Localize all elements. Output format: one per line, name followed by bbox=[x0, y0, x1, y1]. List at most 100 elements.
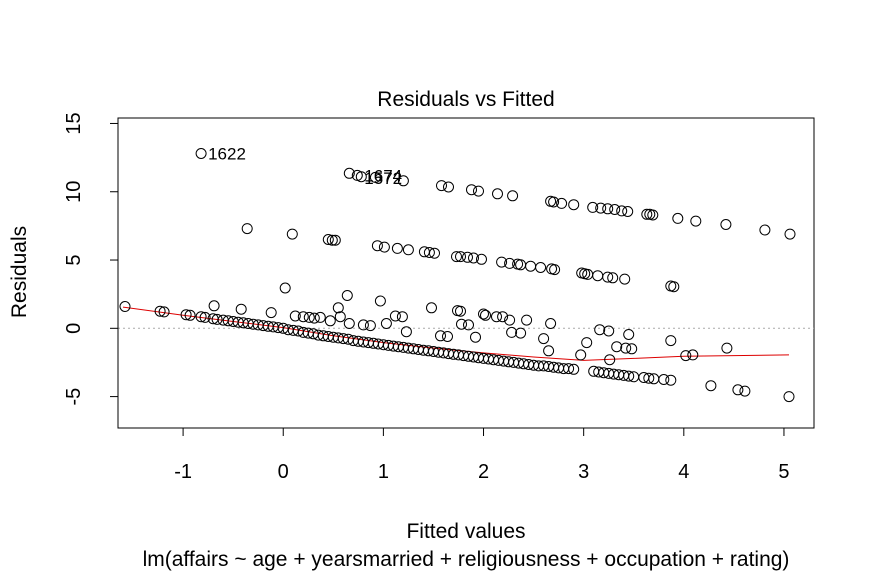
residual-point bbox=[303, 311, 315, 323]
residual-point bbox=[616, 205, 628, 217]
residual-point bbox=[609, 204, 621, 215]
residual-point bbox=[463, 319, 474, 331]
residual-point bbox=[587, 201, 599, 213]
y-tick-label: 0 bbox=[63, 323, 85, 334]
residual-point bbox=[436, 180, 447, 192]
residual-point bbox=[492, 188, 503, 200]
residual-point bbox=[374, 295, 386, 307]
residual-point bbox=[643, 372, 655, 384]
residual-point bbox=[158, 306, 170, 318]
residual-point bbox=[568, 199, 580, 211]
residual-point bbox=[594, 324, 606, 336]
residual-point bbox=[380, 318, 392, 329]
residual-point bbox=[720, 219, 732, 230]
y-axis-label: Residuals bbox=[8, 226, 31, 318]
residual-point bbox=[480, 309, 491, 321]
x-axis-label: Fitted values bbox=[406, 520, 525, 543]
residual-point bbox=[568, 363, 580, 375]
residual-point bbox=[545, 318, 557, 329]
residual-point bbox=[468, 252, 479, 264]
residual-point bbox=[784, 228, 796, 240]
y-tick-label: 5 bbox=[63, 254, 85, 265]
residual-point bbox=[549, 264, 561, 276]
residual-point bbox=[491, 311, 502, 323]
smooth-trend-line bbox=[122, 306, 790, 361]
residual-point bbox=[515, 327, 527, 339]
residual-point bbox=[623, 370, 635, 382]
residual-point bbox=[184, 309, 196, 321]
residual-point bbox=[357, 319, 369, 331]
residual-point bbox=[462, 251, 473, 263]
residual-point bbox=[739, 385, 751, 397]
residual-point bbox=[324, 315, 336, 327]
residual-point bbox=[322, 234, 334, 245]
residual-point bbox=[343, 318, 355, 329]
plot-frame bbox=[117, 117, 815, 429]
residual-point bbox=[668, 281, 680, 293]
residual-point bbox=[297, 311, 309, 323]
residual-point bbox=[396, 311, 408, 323]
residual-point bbox=[783, 391, 795, 403]
residual-point bbox=[195, 148, 207, 159]
residual-point bbox=[680, 350, 692, 362]
residual-point bbox=[478, 308, 489, 320]
residual-point bbox=[332, 302, 344, 314]
residual-point bbox=[538, 333, 550, 345]
residual-point bbox=[665, 374, 677, 386]
residual-point bbox=[286, 228, 298, 240]
residual-point bbox=[604, 354, 616, 366]
residual-point bbox=[563, 363, 575, 375]
residual-point bbox=[391, 242, 403, 254]
residual-point bbox=[647, 209, 659, 221]
residual-point bbox=[180, 309, 192, 321]
residual-point bbox=[620, 342, 632, 354]
residual-point bbox=[602, 203, 614, 215]
residual-point bbox=[455, 305, 466, 317]
residual-point bbox=[525, 260, 537, 272]
residual-point bbox=[402, 244, 414, 256]
residual-point bbox=[497, 311, 509, 323]
residual-point bbox=[466, 184, 477, 196]
residual-point bbox=[721, 342, 733, 354]
residual-point bbox=[592, 270, 604, 282]
residual-point bbox=[279, 282, 291, 294]
residual-point bbox=[476, 253, 487, 265]
residual-point bbox=[397, 175, 409, 187]
residual-point bbox=[504, 257, 516, 269]
residual-point bbox=[378, 241, 390, 253]
residual-point bbox=[619, 273, 631, 285]
residual-point bbox=[443, 181, 454, 193]
residual-point bbox=[672, 212, 684, 224]
x-tick-label: 2 bbox=[478, 461, 489, 483]
residual-point bbox=[602, 271, 614, 283]
residual-point bbox=[607, 272, 619, 284]
residual-point bbox=[521, 314, 533, 326]
residual-point bbox=[208, 300, 220, 312]
residual-point bbox=[470, 331, 481, 343]
residual-point bbox=[623, 329, 635, 340]
residual-point bbox=[595, 202, 607, 214]
residual-point bbox=[119, 301, 131, 312]
residual-point bbox=[641, 208, 653, 220]
residual-point bbox=[556, 197, 568, 209]
residual-point bbox=[575, 349, 587, 361]
residual-point bbox=[451, 251, 462, 263]
residual-point bbox=[265, 307, 277, 319]
residual-point bbox=[364, 320, 376, 332]
x-tick-label: 0 bbox=[278, 461, 289, 483]
x-tick-label: 3 bbox=[578, 461, 589, 483]
residual-point bbox=[611, 341, 623, 353]
residual-point bbox=[705, 380, 717, 392]
residual-point bbox=[154, 305, 166, 317]
residual-point bbox=[241, 223, 253, 235]
residual-point bbox=[423, 247, 435, 258]
chart-title: Residuals vs Fitted bbox=[377, 88, 554, 111]
residual-point bbox=[543, 345, 555, 357]
residual-point bbox=[732, 384, 744, 396]
residual-point bbox=[603, 325, 615, 337]
residual-point bbox=[581, 337, 593, 349]
residual-point bbox=[535, 262, 547, 273]
residual-point bbox=[658, 374, 670, 385]
